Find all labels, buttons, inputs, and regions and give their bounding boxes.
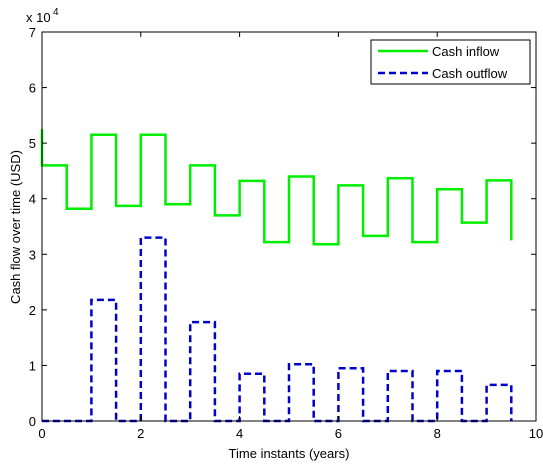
y-tick-label: 5 bbox=[29, 136, 36, 151]
y-tick-label: 3 bbox=[29, 247, 36, 262]
series-line-cash-outflow bbox=[42, 236, 513, 423]
y-axis-label: Cash flow over time (USD) bbox=[8, 150, 23, 304]
y-tick-label: 4 bbox=[29, 192, 36, 207]
y-tick-label: 6 bbox=[29, 81, 36, 96]
x-tick-label: 4 bbox=[236, 426, 243, 441]
y-tick-label: 2 bbox=[29, 303, 36, 318]
ticks-layer: 0 2 4 6 8 10 0 1 2 3 4 5 6 7 bbox=[29, 25, 543, 441]
x-tick-label: 2 bbox=[137, 426, 144, 441]
x-axis-label: Time instants (years) bbox=[229, 446, 350, 461]
legend-label-cash-outflow: Cash outflow bbox=[432, 66, 508, 81]
legend: Cash inflow Cash outflow bbox=[370, 39, 531, 85]
y-tick-label: 1 bbox=[29, 358, 36, 373]
legend-label-cash-inflow: Cash inflow bbox=[432, 44, 500, 59]
x-tick-label: 0 bbox=[38, 426, 45, 441]
series-layer bbox=[40, 129, 513, 423]
x-tick-label: 8 bbox=[434, 426, 441, 441]
plot-frame bbox=[41, 31, 537, 422]
legend-box bbox=[370, 39, 531, 85]
x-tick-label: 10 bbox=[529, 426, 543, 441]
y-tick-label: 7 bbox=[29, 25, 36, 40]
y-multiplier-exponent: 4 bbox=[53, 7, 59, 18]
series-line-cash-inflow bbox=[40, 129, 513, 246]
y-multiplier-label: x 10 bbox=[26, 10, 51, 25]
x-tick-label: 6 bbox=[335, 426, 342, 441]
y-tick-label: 0 bbox=[29, 414, 36, 429]
